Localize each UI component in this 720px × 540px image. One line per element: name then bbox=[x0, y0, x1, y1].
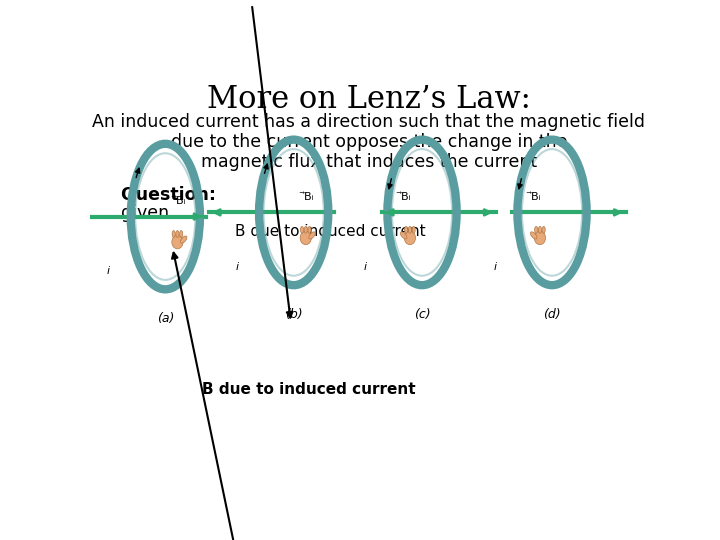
Text: given: given bbox=[121, 204, 174, 222]
Text: (b): (b) bbox=[285, 308, 302, 321]
Ellipse shape bbox=[531, 232, 537, 239]
Ellipse shape bbox=[308, 226, 311, 233]
Ellipse shape bbox=[408, 226, 411, 233]
Ellipse shape bbox=[535, 226, 538, 233]
Ellipse shape bbox=[412, 226, 415, 233]
Text: i: i bbox=[493, 262, 497, 272]
Ellipse shape bbox=[181, 236, 187, 243]
Ellipse shape bbox=[405, 226, 408, 233]
Text: i: i bbox=[364, 262, 366, 272]
Text: B due to induced current: B due to induced current bbox=[235, 224, 426, 239]
Text: An induced current has a direction such that the magnetic field: An induced current has a direction such … bbox=[92, 113, 646, 131]
Ellipse shape bbox=[305, 226, 307, 233]
Ellipse shape bbox=[172, 235, 183, 249]
Ellipse shape bbox=[534, 231, 546, 245]
Ellipse shape bbox=[172, 231, 175, 238]
Ellipse shape bbox=[542, 226, 545, 233]
Ellipse shape bbox=[300, 231, 311, 245]
Text: ⃗Bᵢ: ⃗Bᵢ bbox=[402, 192, 411, 202]
Text: ⃗Bᵢ: ⃗Bᵢ bbox=[531, 192, 541, 202]
Text: (c): (c) bbox=[414, 308, 431, 321]
Ellipse shape bbox=[179, 231, 183, 238]
Ellipse shape bbox=[539, 226, 541, 233]
Text: Question:: Question: bbox=[121, 185, 222, 204]
Text: More on Lenz’s Law:: More on Lenz’s Law: bbox=[207, 84, 531, 114]
Text: B due to induced current: B due to induced current bbox=[202, 382, 415, 396]
Ellipse shape bbox=[405, 231, 415, 245]
Ellipse shape bbox=[400, 232, 407, 239]
Text: i: i bbox=[235, 262, 238, 272]
Text: (a): (a) bbox=[157, 312, 174, 325]
Text: magnetic flux that induces the current: magnetic flux that induces the current bbox=[201, 152, 537, 171]
Ellipse shape bbox=[176, 231, 179, 238]
Text: ⃗Bᵢ: ⃗Bᵢ bbox=[305, 192, 314, 202]
Text: ⃗Bᵢ: ⃗Bᵢ bbox=[176, 196, 186, 206]
Text: due to the current opposes the change in the: due to the current opposes the change in… bbox=[171, 133, 567, 151]
Text: i: i bbox=[107, 266, 110, 276]
Text: (d): (d) bbox=[543, 308, 561, 321]
Ellipse shape bbox=[300, 226, 304, 233]
Ellipse shape bbox=[309, 232, 315, 239]
